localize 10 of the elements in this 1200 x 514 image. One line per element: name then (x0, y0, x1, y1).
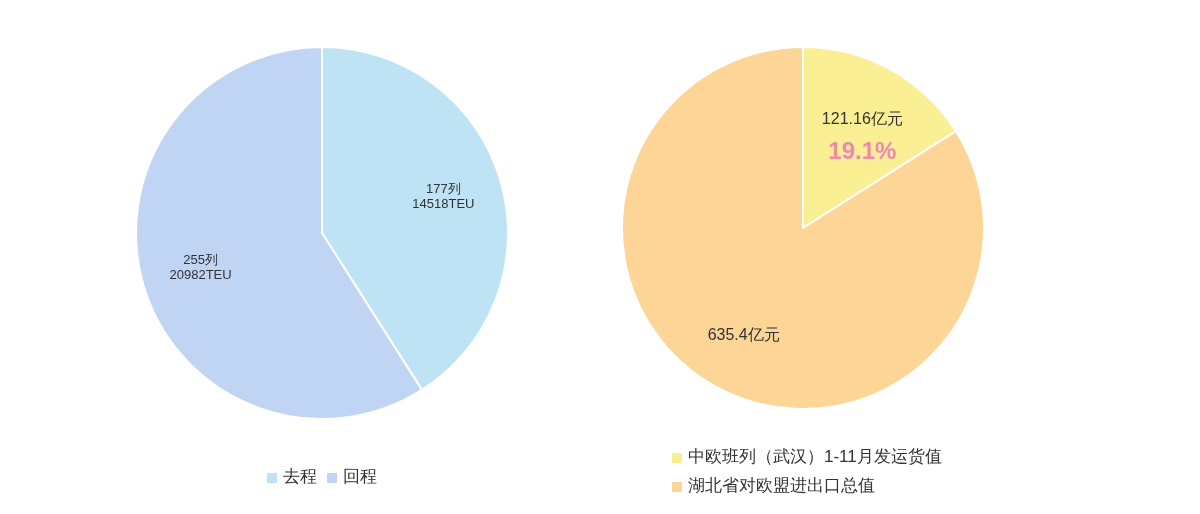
legend-label: 去程 (283, 467, 317, 487)
text: 19.1% (828, 136, 897, 164)
data-label: 121.16亿元 (821, 110, 903, 128)
pie-slice (621, 46, 985, 410)
data-label: 635.4亿元 (707, 326, 780, 344)
legend-label: 湖北省对欧盟进出口总值 (688, 476, 875, 496)
data-label: 177列 14518TEU (412, 181, 475, 212)
data-label: 255列 20982TEU (169, 252, 232, 283)
legend-label: 回程 (343, 467, 377, 487)
legend-label: 中欧班列（武汉）1-11月发运货值 (688, 447, 942, 467)
